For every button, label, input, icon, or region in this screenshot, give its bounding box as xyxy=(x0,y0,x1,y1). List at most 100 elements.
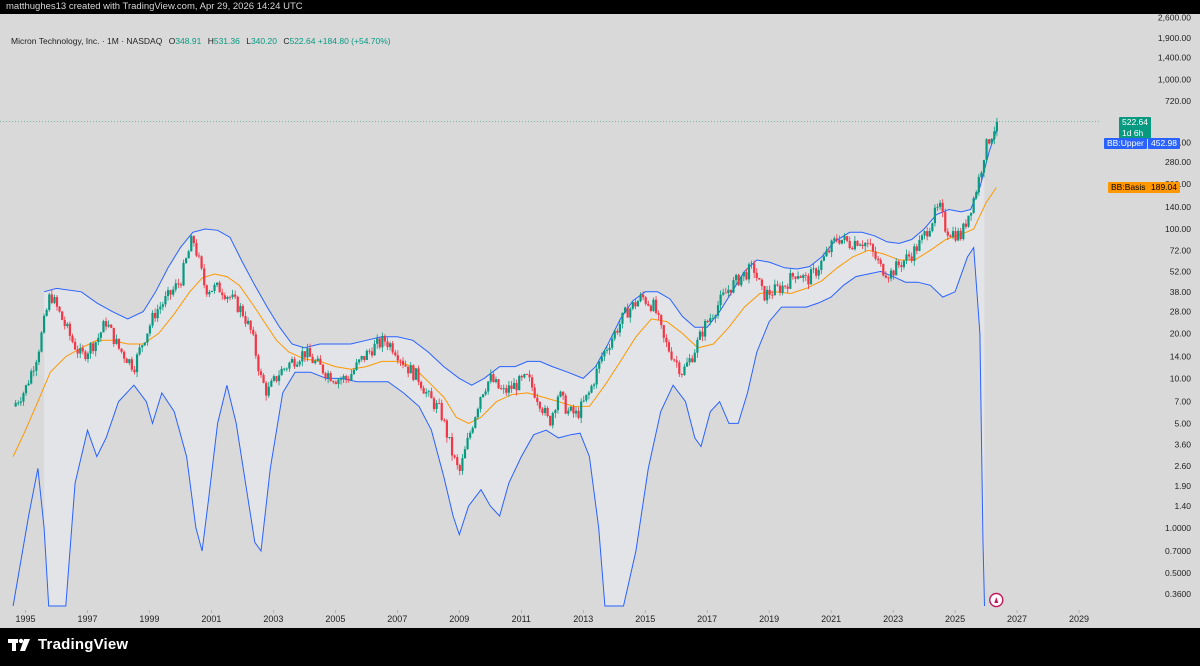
candle-body xyxy=(820,260,823,270)
candle-body xyxy=(902,260,906,268)
y-tick-label: 0.7000 xyxy=(1165,546,1191,556)
candle-body xyxy=(755,272,758,278)
candle-body xyxy=(649,305,652,311)
y-tick-label: 0.5000 xyxy=(1165,568,1191,578)
candle-body xyxy=(866,243,869,244)
candle-body xyxy=(275,376,278,382)
candle-body xyxy=(141,345,144,348)
candle-body xyxy=(740,276,743,286)
candle-body xyxy=(724,292,727,294)
candle-body xyxy=(835,238,838,240)
candle-body xyxy=(146,333,149,343)
candle-body xyxy=(228,296,232,298)
candle-body xyxy=(205,285,208,295)
bb-upper-name-tag: BB:Upper xyxy=(1104,138,1147,149)
candle-body xyxy=(864,243,867,247)
candle-body xyxy=(701,331,704,337)
candle-body xyxy=(463,449,467,459)
candle-body xyxy=(290,359,294,363)
candle-body xyxy=(732,280,735,293)
candle-body xyxy=(79,348,82,354)
candle-body xyxy=(551,412,554,426)
x-tick-label: 2015 xyxy=(635,614,655,624)
price-axis xyxy=(1100,14,1200,610)
bb-lower-line xyxy=(12,246,985,607)
candle-body xyxy=(303,351,306,358)
candle-body xyxy=(946,231,949,236)
candle-body xyxy=(905,254,908,261)
candle-body xyxy=(967,215,970,227)
y-tick-label: 20.00 xyxy=(1170,328,1192,338)
candle-body xyxy=(445,420,449,438)
candle-body xyxy=(993,131,996,139)
candle-body xyxy=(608,347,611,350)
candle-body xyxy=(166,290,170,297)
y-tick-label: 100.00 xyxy=(1165,224,1191,234)
candle-body xyxy=(520,376,523,378)
candle-body xyxy=(345,375,348,379)
y-tick-label: 7.00 xyxy=(1174,397,1191,407)
candle-body xyxy=(355,362,358,370)
candle-body xyxy=(900,265,903,268)
candle-body xyxy=(73,341,77,350)
candle-body xyxy=(45,309,48,316)
candle-body xyxy=(210,290,214,292)
candle-body xyxy=(936,206,939,208)
candle-body xyxy=(590,385,593,393)
candle-body xyxy=(634,302,637,307)
candle-body xyxy=(680,374,683,375)
candle-body xyxy=(301,351,304,362)
candle-body xyxy=(569,406,572,411)
candle-body xyxy=(778,285,782,293)
candle-body xyxy=(794,276,797,279)
candle-body xyxy=(889,270,893,279)
candle-body xyxy=(262,374,265,383)
candle-body xyxy=(577,410,580,418)
credit-bar: matthughes13 created with TradingView.co… xyxy=(0,0,1200,14)
candle-body xyxy=(135,354,139,373)
candle-body xyxy=(735,274,738,281)
candle-body xyxy=(293,359,296,367)
x-tick-label: 2027 xyxy=(1007,614,1027,624)
candle-body xyxy=(497,379,500,389)
candle-body xyxy=(546,407,549,416)
candle-body xyxy=(719,294,722,306)
candle-body xyxy=(123,351,126,359)
candle-body xyxy=(231,294,234,298)
bb-upper-value-tag: 452.98 xyxy=(1148,138,1180,149)
candle-body xyxy=(316,358,319,361)
candle-body xyxy=(523,374,526,378)
candle-body xyxy=(185,258,188,263)
candle-body xyxy=(324,373,327,379)
candle-body xyxy=(128,359,131,364)
candle-body xyxy=(321,364,325,374)
candle-body xyxy=(35,362,38,371)
candle-body xyxy=(897,261,900,266)
candle-body xyxy=(179,284,183,286)
candle-body xyxy=(670,351,673,360)
x-tick-label: 2007 xyxy=(387,614,407,624)
candle-body xyxy=(92,343,95,352)
candle-body xyxy=(763,285,766,301)
y-tick-label: 140.00 xyxy=(1165,202,1191,212)
candle-body xyxy=(71,335,74,342)
candle-body xyxy=(450,437,454,456)
candle-body xyxy=(869,243,872,245)
candle-body xyxy=(277,375,281,382)
candle-body xyxy=(32,370,35,372)
candle-body xyxy=(107,324,110,327)
tradingview-logo[interactable]: TradingView xyxy=(8,636,128,653)
candle-body xyxy=(603,350,606,357)
candle-body xyxy=(453,455,456,458)
last-price-value: 522.64 xyxy=(1122,117,1148,127)
candle-body xyxy=(332,381,335,383)
candle-body xyxy=(773,284,776,296)
candle-body xyxy=(419,381,423,388)
price-chart[interactable]: 2,600.00 1,900.00 1,400.00 1,000.00 720.00 38… xyxy=(0,14,1200,628)
candle-body xyxy=(543,407,547,414)
candle-body xyxy=(626,307,629,318)
candle-body xyxy=(799,276,802,278)
candle-body xyxy=(685,362,689,367)
candle-body xyxy=(964,223,968,227)
candle-body xyxy=(502,388,505,390)
